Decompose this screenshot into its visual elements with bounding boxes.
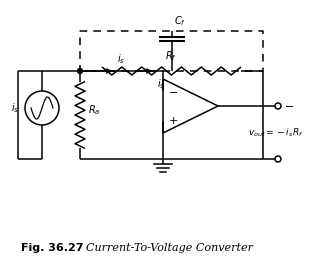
Text: $R_f$: $R_f$	[165, 49, 177, 63]
Circle shape	[77, 69, 83, 73]
Text: $v_{out} = -i_s R_f$: $v_{out} = -i_s R_f$	[248, 126, 303, 139]
Text: $+$: $+$	[168, 115, 178, 127]
Text: $i_s$: $i_s$	[157, 77, 165, 91]
Text: Current-To-Voltage Converter: Current-To-Voltage Converter	[86, 243, 254, 253]
Text: $i_s$: $i_s$	[117, 52, 125, 66]
Text: $i_s$: $i_s$	[11, 101, 19, 115]
Text: $-$: $-$	[168, 86, 178, 96]
Text: $R_a$: $R_a$	[88, 103, 100, 117]
Text: Fig. 36.27: Fig. 36.27	[21, 243, 83, 253]
Text: $-$: $-$	[284, 100, 294, 110]
Text: $C_f$: $C_f$	[175, 14, 187, 28]
